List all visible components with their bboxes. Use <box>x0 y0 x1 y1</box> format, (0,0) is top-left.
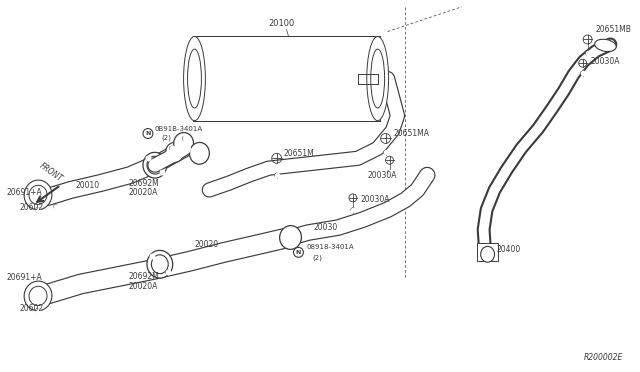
Text: 20651MB: 20651MB <box>596 25 632 34</box>
Ellipse shape <box>280 225 301 249</box>
Ellipse shape <box>24 180 52 210</box>
Ellipse shape <box>189 142 209 164</box>
Ellipse shape <box>29 286 47 305</box>
Ellipse shape <box>182 136 187 141</box>
Ellipse shape <box>586 51 589 55</box>
Text: 20010: 20010 <box>76 180 100 189</box>
Ellipse shape <box>481 246 495 262</box>
Text: 20020A: 20020A <box>128 282 157 291</box>
Text: 0B91B-3401A: 0B91B-3401A <box>155 126 203 132</box>
Ellipse shape <box>29 185 47 205</box>
Ellipse shape <box>147 250 173 278</box>
Text: N: N <box>145 131 150 136</box>
Ellipse shape <box>143 153 167 178</box>
Ellipse shape <box>24 281 52 311</box>
Text: 20030A: 20030A <box>361 195 390 204</box>
Ellipse shape <box>383 150 388 154</box>
Ellipse shape <box>36 308 40 313</box>
Ellipse shape <box>150 254 154 259</box>
Ellipse shape <box>147 156 163 174</box>
Ellipse shape <box>275 173 278 177</box>
Ellipse shape <box>184 36 205 121</box>
Text: 20691+A: 20691+A <box>6 273 42 282</box>
Ellipse shape <box>166 142 184 162</box>
FancyBboxPatch shape <box>477 243 499 261</box>
Text: R200002E: R200002E <box>584 353 623 362</box>
Text: 20602: 20602 <box>19 203 44 212</box>
Text: 20020: 20020 <box>195 240 219 249</box>
Ellipse shape <box>146 156 150 160</box>
Text: 20400: 20400 <box>497 245 521 254</box>
Ellipse shape <box>152 255 168 274</box>
Ellipse shape <box>173 132 193 154</box>
Ellipse shape <box>170 146 174 151</box>
Text: 20020A: 20020A <box>128 189 157 198</box>
Text: 20030A: 20030A <box>368 171 397 180</box>
Text: FRONT: FRONT <box>38 161 64 183</box>
Text: (2): (2) <box>312 254 322 260</box>
FancyBboxPatch shape <box>193 36 380 121</box>
Ellipse shape <box>54 205 58 209</box>
Text: 08918-3401A: 08918-3401A <box>307 244 354 250</box>
Ellipse shape <box>36 309 40 313</box>
Text: (2): (2) <box>162 134 172 141</box>
Text: 20651M: 20651M <box>284 149 314 158</box>
Text: 20030A: 20030A <box>591 57 620 66</box>
Ellipse shape <box>188 49 202 108</box>
Text: 20692M: 20692M <box>128 179 159 187</box>
Ellipse shape <box>36 207 40 212</box>
Ellipse shape <box>595 39 616 52</box>
Text: 20100: 20100 <box>269 19 295 28</box>
Text: 20030: 20030 <box>314 223 337 232</box>
Text: 20692M: 20692M <box>128 272 159 280</box>
Ellipse shape <box>371 49 385 108</box>
Text: 20651MA: 20651MA <box>394 129 429 138</box>
Ellipse shape <box>143 129 153 138</box>
Ellipse shape <box>367 36 388 121</box>
Ellipse shape <box>388 170 392 174</box>
Ellipse shape <box>580 71 584 75</box>
Ellipse shape <box>351 208 355 212</box>
Text: 20691+A: 20691+A <box>6 189 42 198</box>
Text: N: N <box>296 250 301 255</box>
Ellipse shape <box>159 170 164 174</box>
Ellipse shape <box>294 247 303 257</box>
Text: 20602: 20602 <box>19 304 44 313</box>
Ellipse shape <box>166 270 170 274</box>
